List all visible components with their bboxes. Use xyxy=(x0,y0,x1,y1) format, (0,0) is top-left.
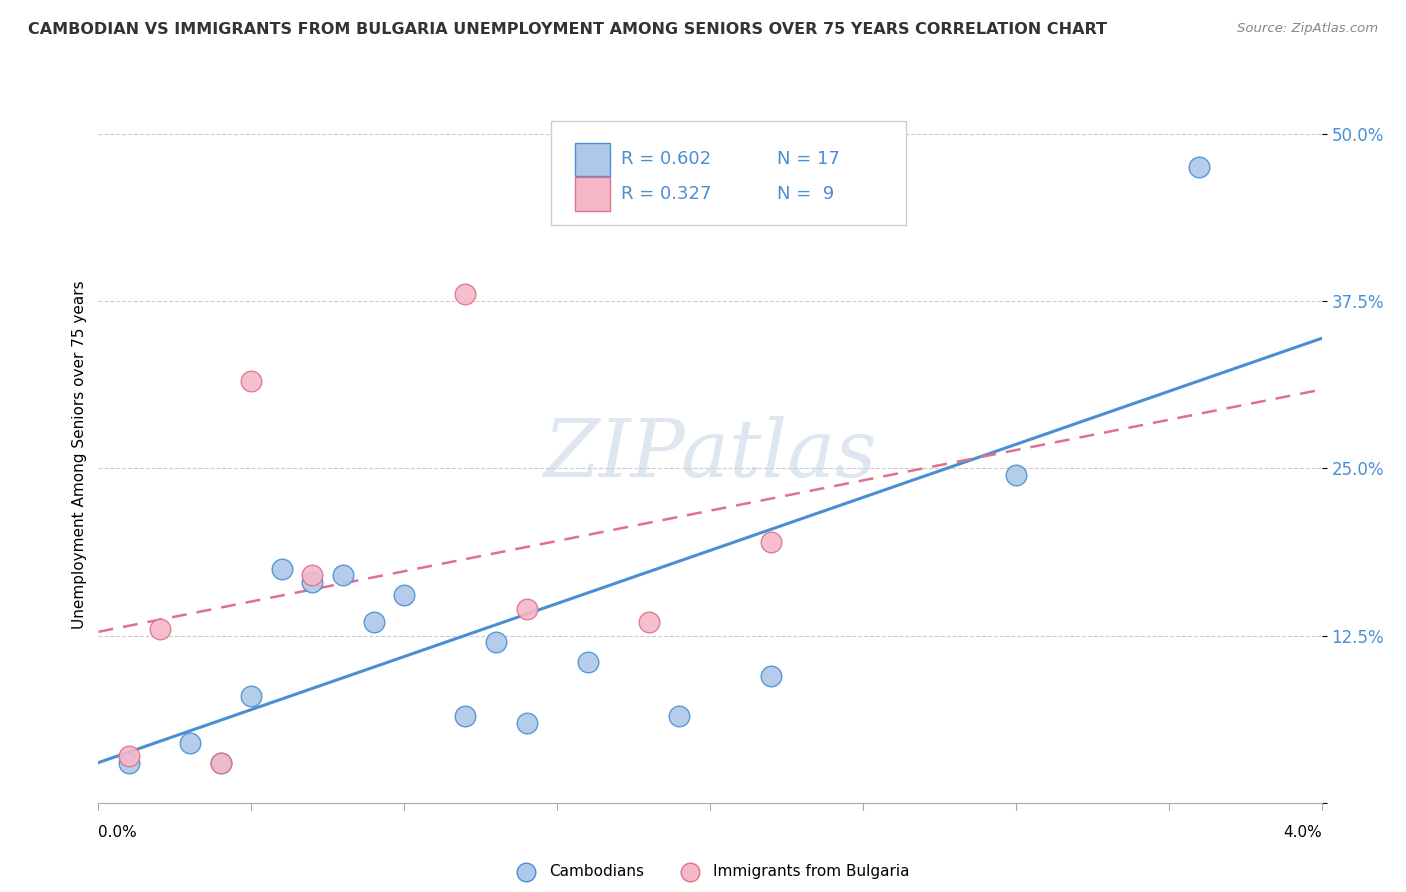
Text: R = 0.602: R = 0.602 xyxy=(620,150,711,169)
Point xyxy=(392,589,416,603)
Point xyxy=(516,715,538,730)
Text: N = 17: N = 17 xyxy=(778,150,841,169)
Text: 4.0%: 4.0% xyxy=(1282,825,1322,840)
Point xyxy=(179,735,201,749)
Text: ZIPatlas: ZIPatlas xyxy=(543,417,877,493)
Text: 0.0%: 0.0% xyxy=(98,825,138,840)
Point xyxy=(759,535,782,549)
Point xyxy=(454,708,477,723)
Point xyxy=(1188,161,1211,175)
Point xyxy=(576,655,599,669)
Point xyxy=(1004,468,1026,483)
Text: R = 0.327: R = 0.327 xyxy=(620,185,711,203)
Point xyxy=(454,287,477,301)
Point xyxy=(485,635,508,649)
Point xyxy=(209,756,232,770)
FancyBboxPatch shape xyxy=(575,143,610,176)
Point xyxy=(301,568,323,582)
Point xyxy=(149,622,172,636)
FancyBboxPatch shape xyxy=(551,121,905,226)
Text: CAMBODIAN VS IMMIGRANTS FROM BULGARIA UNEMPLOYMENT AMONG SENIORS OVER 75 YEARS C: CAMBODIAN VS IMMIGRANTS FROM BULGARIA UN… xyxy=(28,22,1107,37)
Point xyxy=(118,749,141,764)
Point xyxy=(270,562,294,576)
Point xyxy=(240,375,263,389)
Point xyxy=(118,756,141,770)
Text: Source: ZipAtlas.com: Source: ZipAtlas.com xyxy=(1237,22,1378,36)
Y-axis label: Unemployment Among Seniors over 75 years: Unemployment Among Seniors over 75 years xyxy=(72,281,87,629)
Point xyxy=(332,568,354,582)
Legend: Cambodians, Immigrants from Bulgaria: Cambodians, Immigrants from Bulgaria xyxy=(505,858,915,886)
Point xyxy=(759,669,782,683)
Point xyxy=(668,708,690,723)
Point xyxy=(240,689,263,703)
Point xyxy=(516,602,538,616)
Point xyxy=(209,756,232,770)
FancyBboxPatch shape xyxy=(575,178,610,211)
Text: N =  9: N = 9 xyxy=(778,185,835,203)
Point xyxy=(363,615,385,630)
Point xyxy=(301,575,323,590)
Point xyxy=(637,615,661,630)
